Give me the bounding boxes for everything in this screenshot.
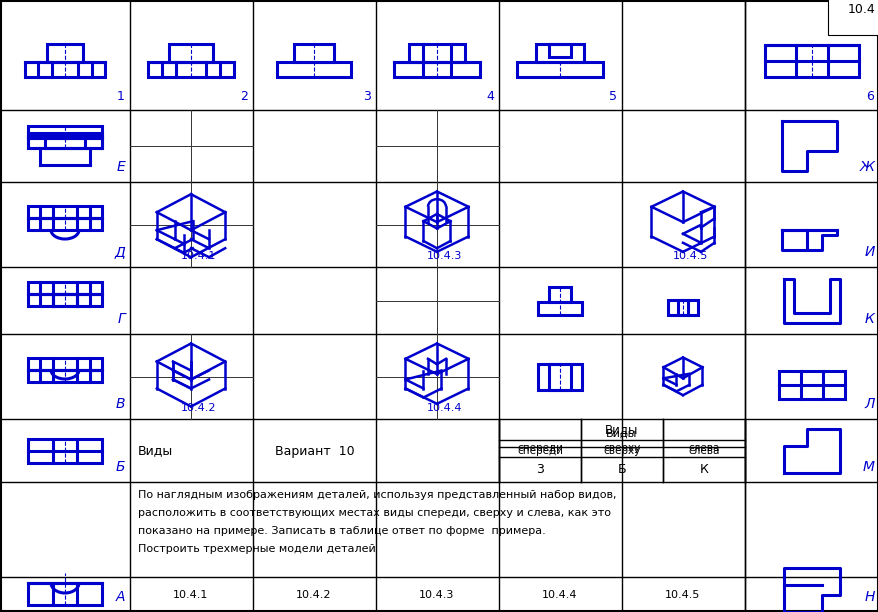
Text: 6: 6 xyxy=(865,90,873,103)
Text: Д: Д xyxy=(114,245,125,259)
Bar xyxy=(548,364,571,390)
Text: К: К xyxy=(864,312,874,326)
Text: 5: 5 xyxy=(608,90,616,103)
Text: 10.4.3: 10.4.3 xyxy=(419,590,454,600)
Bar xyxy=(28,218,102,230)
Text: 10.4.4: 10.4.4 xyxy=(542,590,577,600)
Bar xyxy=(28,370,102,382)
Text: 10.4.1: 10.4.1 xyxy=(180,251,216,261)
Text: Вариант  10: Вариант 10 xyxy=(274,444,354,458)
Text: Виды: Виды xyxy=(605,423,638,436)
Text: Ж: Ж xyxy=(859,160,874,174)
Bar xyxy=(516,62,602,77)
Text: сверху: сверху xyxy=(602,443,640,453)
Text: К: К xyxy=(699,463,708,476)
Bar xyxy=(548,287,571,302)
Bar xyxy=(28,126,102,138)
Text: 10.4.2: 10.4.2 xyxy=(180,403,216,413)
Text: 1: 1 xyxy=(117,90,125,103)
Bar xyxy=(28,136,102,148)
Text: слева: слева xyxy=(687,446,719,455)
Text: 10.4: 10.4 xyxy=(846,3,874,16)
Text: 2: 2 xyxy=(240,90,248,103)
Bar xyxy=(408,44,464,62)
Text: 3: 3 xyxy=(536,463,543,476)
Bar xyxy=(45,138,85,148)
Text: 3: 3 xyxy=(363,90,371,103)
Bar xyxy=(28,358,102,370)
Bar xyxy=(28,439,102,463)
Bar xyxy=(169,44,212,62)
Bar xyxy=(28,294,102,306)
Bar xyxy=(293,44,334,62)
Bar xyxy=(28,133,102,148)
Bar xyxy=(764,45,858,77)
Text: Виды: Виды xyxy=(138,444,173,458)
Bar xyxy=(277,62,350,77)
Text: Н: Н xyxy=(864,590,874,604)
Bar xyxy=(537,364,582,390)
Text: спереди: спереди xyxy=(516,443,563,453)
Bar xyxy=(47,44,83,62)
Text: 10.4.5: 10.4.5 xyxy=(665,590,700,600)
Text: 4: 4 xyxy=(486,90,493,103)
Bar xyxy=(677,300,687,315)
Text: показано на примере. Записать в таблице ответ по форме  примера.: показано на примере. Записать в таблице … xyxy=(138,526,545,536)
Bar xyxy=(28,282,102,294)
Bar xyxy=(549,44,571,57)
Text: Б: Б xyxy=(115,460,125,474)
Text: сверху: сверху xyxy=(602,446,640,455)
Bar xyxy=(28,583,102,605)
Text: Виды: Виды xyxy=(606,428,637,438)
Text: расположить в соответствующих местах виды спереди, сверху и слева, как это: расположить в соответствующих местах вид… xyxy=(138,508,610,518)
Text: 10.4.3: 10.4.3 xyxy=(426,251,462,261)
Bar xyxy=(28,206,102,218)
Bar xyxy=(393,62,479,77)
Text: Г: Г xyxy=(117,312,125,326)
Text: А: А xyxy=(115,590,125,604)
Text: 10.4.1: 10.4.1 xyxy=(173,590,208,600)
Text: 10.4.4: 10.4.4 xyxy=(426,403,462,413)
Bar xyxy=(536,44,583,62)
Bar xyxy=(25,62,104,77)
Text: 10.4.2: 10.4.2 xyxy=(296,590,331,600)
Text: слева: слева xyxy=(687,443,719,453)
Text: М: М xyxy=(862,460,874,474)
Text: спереди: спереди xyxy=(516,446,563,455)
Text: Б: Б xyxy=(617,463,626,476)
Bar xyxy=(53,294,77,306)
Bar xyxy=(666,300,698,315)
Text: Е: Е xyxy=(116,160,125,174)
Text: По наглядным изображениям деталей, используя представленный набор видов,: По наглядным изображениям деталей, испол… xyxy=(138,490,615,500)
Bar xyxy=(148,62,234,77)
Text: Построить трехмерные модели деталей: Построить трехмерные модели деталей xyxy=(138,544,375,554)
Bar xyxy=(778,371,844,399)
Text: В: В xyxy=(115,397,125,411)
Text: И: И xyxy=(864,245,874,259)
Text: Л: Л xyxy=(864,397,874,411)
Bar xyxy=(537,302,582,315)
Text: 10.4.5: 10.4.5 xyxy=(672,251,707,261)
